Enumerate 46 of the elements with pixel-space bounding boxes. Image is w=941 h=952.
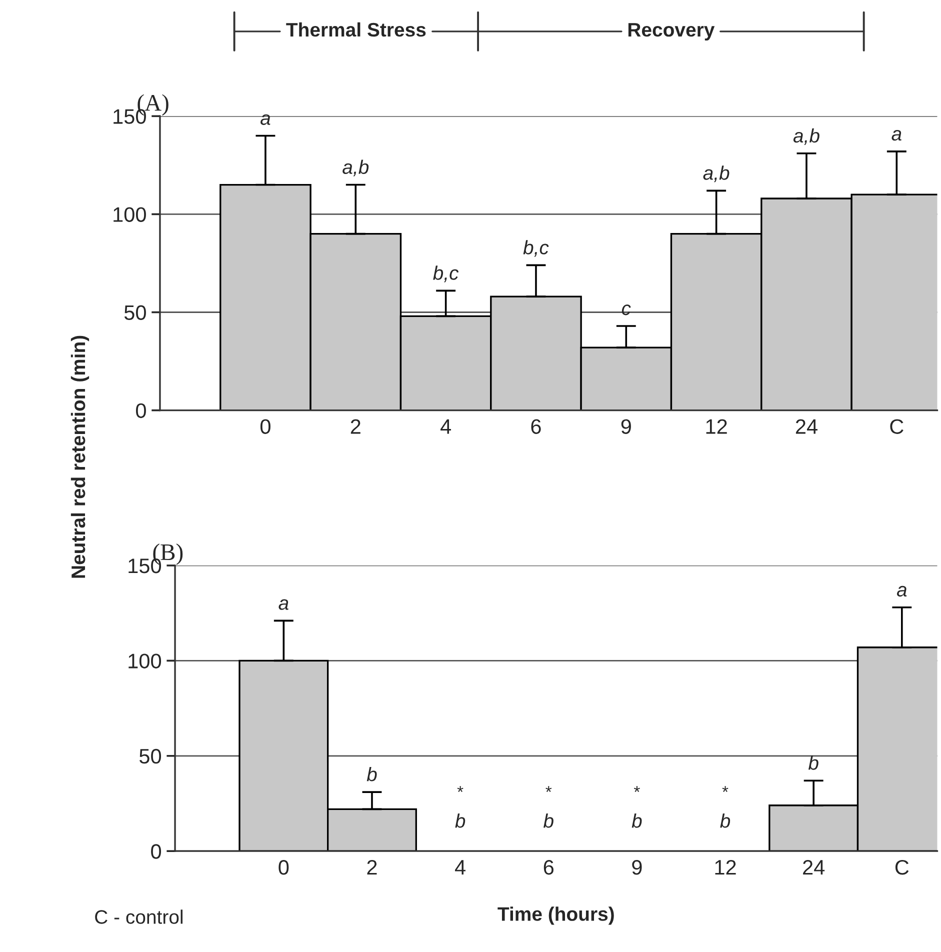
annotation: * — [634, 786, 640, 792]
x-tick-label: C — [890, 419, 904, 434]
annotation: b,c — [433, 266, 459, 282]
annotation: b — [455, 814, 466, 828]
annotation: b — [720, 814, 730, 828]
x-tick-label: 4 — [454, 860, 466, 875]
x-tick-label: C — [895, 860, 909, 875]
annotation: * — [722, 786, 728, 792]
x-tick-label: 6 — [544, 860, 554, 875]
annotation: b — [632, 814, 642, 828]
x-tick-label: 24 — [803, 860, 825, 875]
x-tick-label: 4 — [440, 419, 451, 434]
x-tick-label: 12 — [706, 419, 727, 434]
annotation: b,c — [523, 240, 549, 257]
y-tick-label: 50 — [139, 748, 162, 764]
x-tick-label: 24 — [796, 419, 818, 434]
annotation: a,b — [793, 128, 820, 145]
x-tick-label: 0 — [260, 419, 270, 434]
y-tick-label: 0 — [151, 844, 162, 859]
text: C - control — [95, 910, 182, 924]
y-tick-label: 100 — [114, 207, 146, 222]
annotation: a — [278, 599, 288, 610]
y-axis-title: Neutral red retention (min) — [70, 336, 90, 578]
annotation: b — [543, 814, 554, 828]
annotation: a,b — [342, 160, 369, 176]
x-tick-label: 2 — [350, 419, 360, 434]
x-tick-label: 0 — [278, 860, 289, 875]
annotation: a,b — [703, 166, 730, 182]
x-tick-label: 9 — [621, 419, 631, 434]
x-tick-label: 2 — [367, 860, 377, 875]
x-axis-title: Time (hours) — [498, 906, 614, 925]
x-tick-label: 6 — [531, 419, 541, 434]
y-tick-label: 0 — [136, 403, 146, 418]
text: Recovery — [628, 23, 715, 40]
annotation: a — [260, 114, 270, 125]
annotation: * — [457, 786, 464, 792]
y-tick-label: 100 — [128, 654, 162, 668]
text: Thermal Stress — [286, 22, 426, 37]
annotation: * — [546, 786, 552, 792]
annotation: a — [892, 130, 902, 141]
x-tick-label: 9 — [632, 860, 642, 875]
annotation: b — [808, 756, 818, 770]
annotation: b — [366, 766, 377, 782]
annotation: a — [896, 586, 907, 597]
x-tick-label: 12 — [715, 860, 736, 875]
y-tick-label: 50 — [124, 305, 146, 320]
